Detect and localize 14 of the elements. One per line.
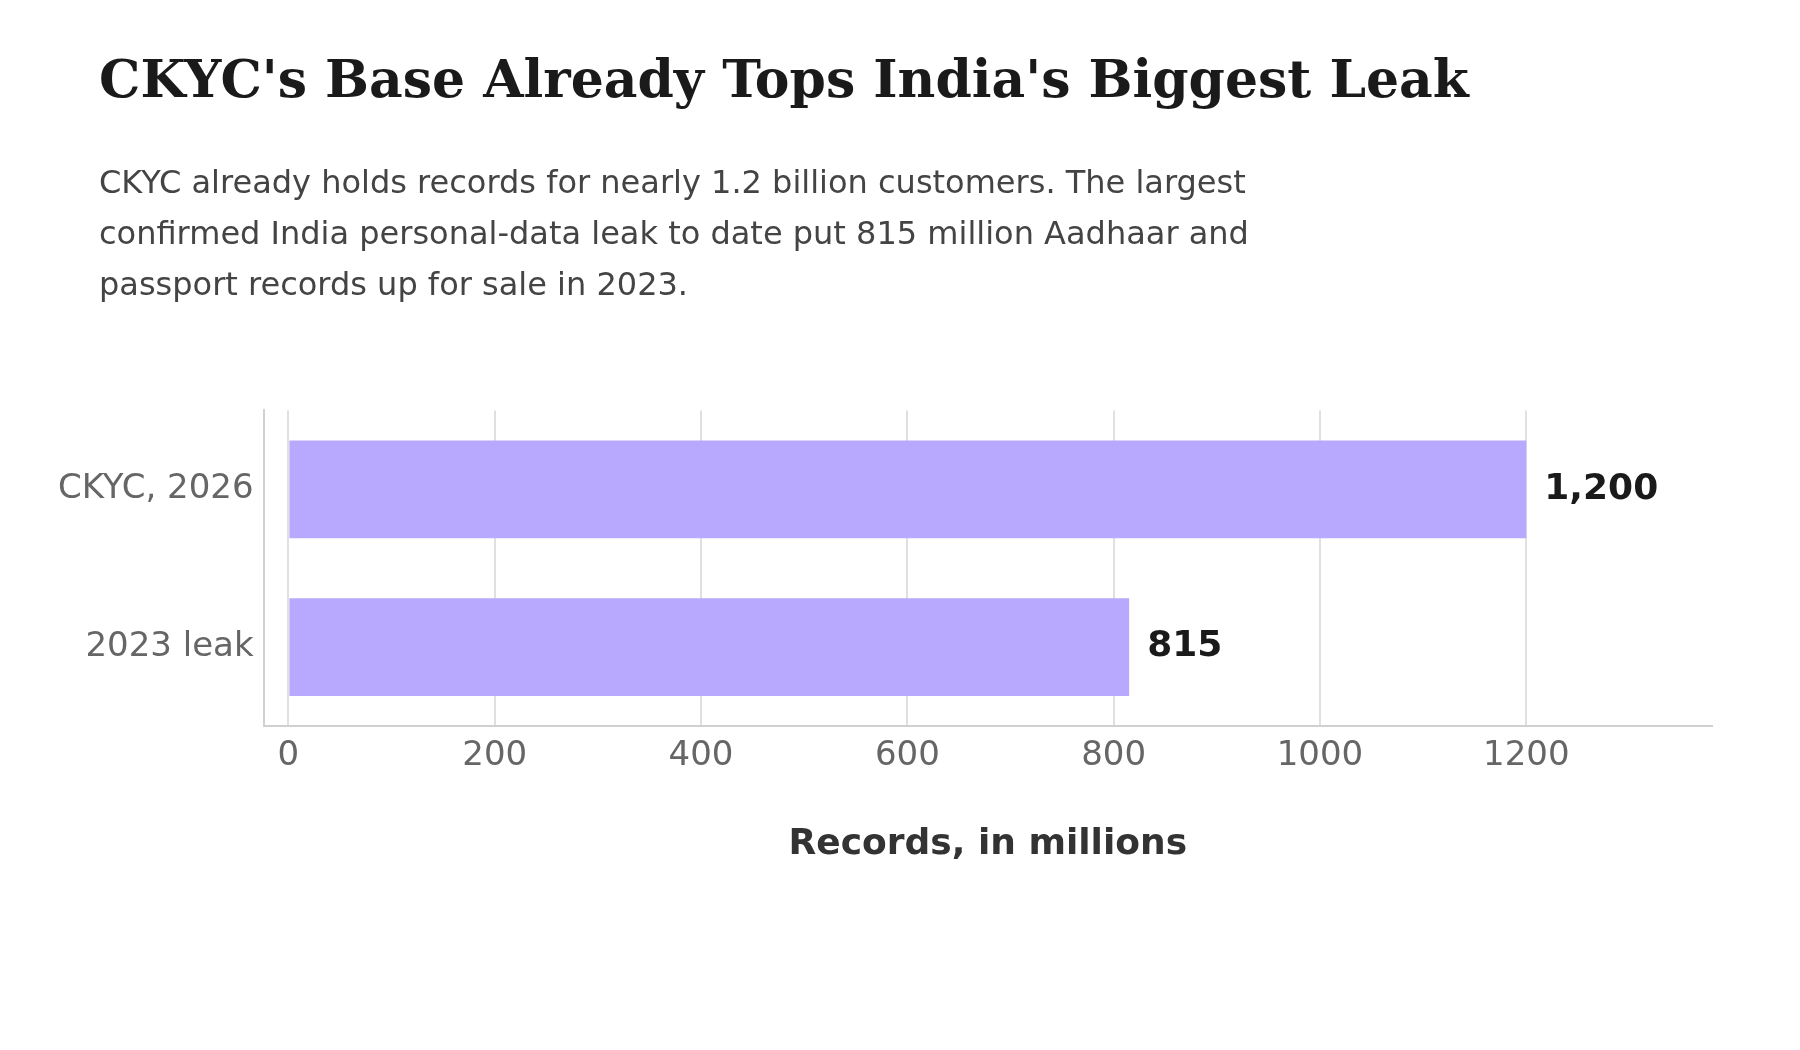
x-tick-label: 600 [874,733,940,774]
chart-subtitle: CKYC already holds records for nearly 1.2 billion customers. The largest confirmed India personal-data leak to date put 815 million Aadhaar and passport records up for sale in 2023. [99,162,1250,305]
x-tick-label: 1000 [1276,733,1364,774]
x-tick-label: 800 [1081,733,1147,774]
chart-title: CKYC's Base Already Tops India's Biggest Leak [99,48,1471,109]
y-tick-label: 2023 leak [85,623,254,664]
x-tick-label: 200 [462,733,528,774]
x-tick-label: 400 [668,733,734,774]
data-label: 815 [1147,623,1223,665]
x-tick-label: 0 [277,733,300,774]
y-tick-label: CKYC, 2026 [57,466,254,507]
data-label: 1,200 [1544,465,1659,507]
x-tick-label: 1200 [1483,733,1570,774]
x-axis-title: Records, in millions [788,820,1188,862]
